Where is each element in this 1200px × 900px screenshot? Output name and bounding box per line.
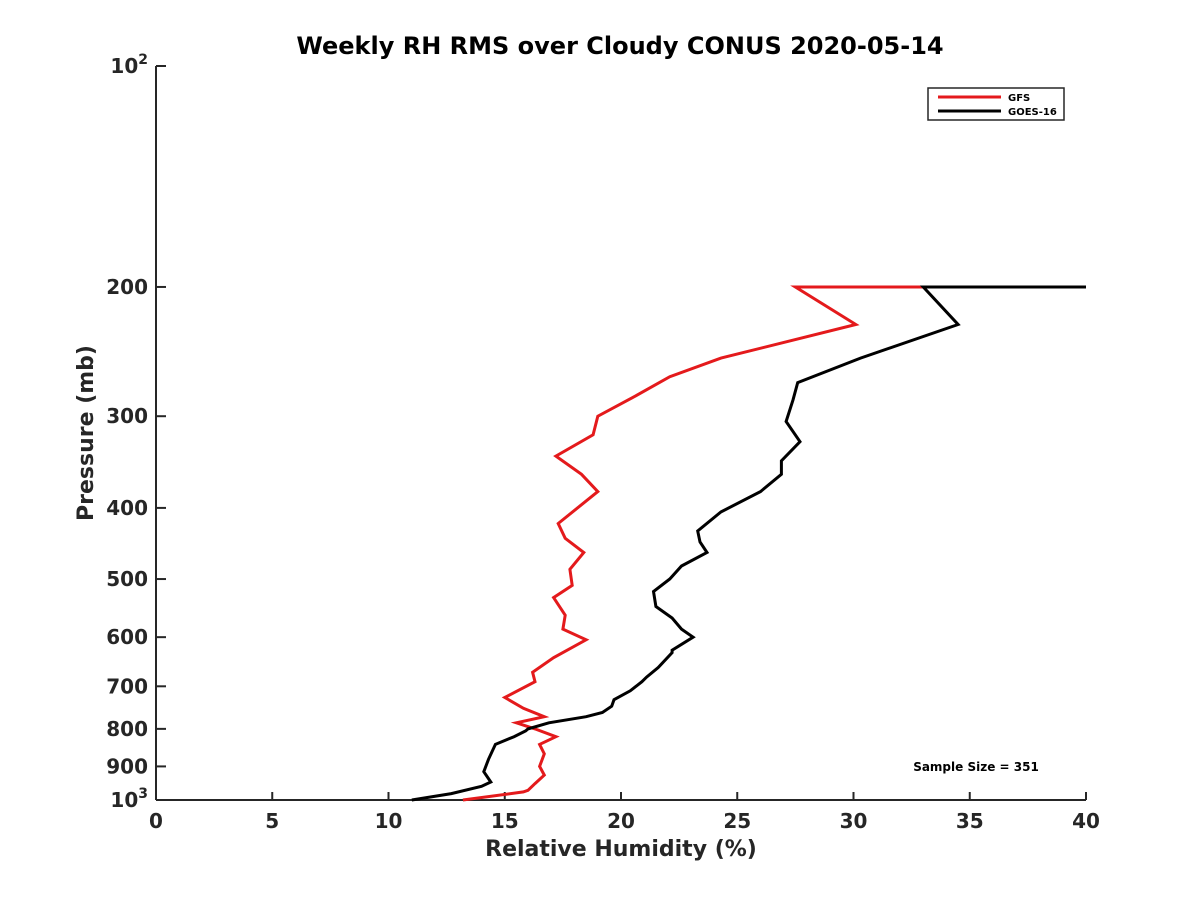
x-tick-label: 20 [607,809,635,833]
y-axis-label: Pressure (mb) [74,345,99,521]
y-tick-label: 102 [110,52,148,78]
y-tick-label: 800 [106,717,148,741]
y-tick-exponent: 3 [138,786,148,802]
sample-size-annotation: Sample Size = 351 [913,760,1039,774]
x-axis-label: Relative Humidity (%) [485,837,757,862]
x-tick-label: 35 [956,809,984,833]
y-tick-label: 900 [106,754,148,778]
chart-title: Weekly RH RMS over Cloudy CONUS 2020-05-… [296,32,943,60]
x-tick-label: 40 [1072,809,1100,833]
x-tick-label: 30 [840,809,868,833]
x-tick-label: 5 [265,809,279,833]
y-tick-label: 600 [106,625,148,649]
y-tick-label: 103 [110,786,148,812]
series-line-goes16 [411,285,1086,802]
legend-label-gfs: GFS [1008,93,1030,104]
x-tick-label: 10 [375,809,403,833]
x-ticks: 0 5 10 15 20 25 30 35 40 [149,792,1100,833]
legend-box [927,87,1065,121]
legend-label-goes16: GOES-16 [1008,107,1057,118]
y-tick-label: 700 [106,674,148,698]
x-tick-label: 15 [491,809,519,833]
y-tick-label: 200 [106,275,148,299]
y-tick-base: 10 [110,54,138,78]
y-tick-exponent: 2 [138,52,148,68]
y-tick-label: 400 [106,496,148,520]
y-tick-label: 300 [106,404,148,428]
y-tick-base: 10 [110,788,138,812]
series-line-gfs [462,285,1086,802]
series-layer [411,285,1086,802]
x-tick-label: 0 [149,809,163,833]
y-tick-label: 500 [106,567,148,591]
legend: GFS GOES-16 [927,87,1065,121]
x-tick-label: 25 [723,809,751,833]
